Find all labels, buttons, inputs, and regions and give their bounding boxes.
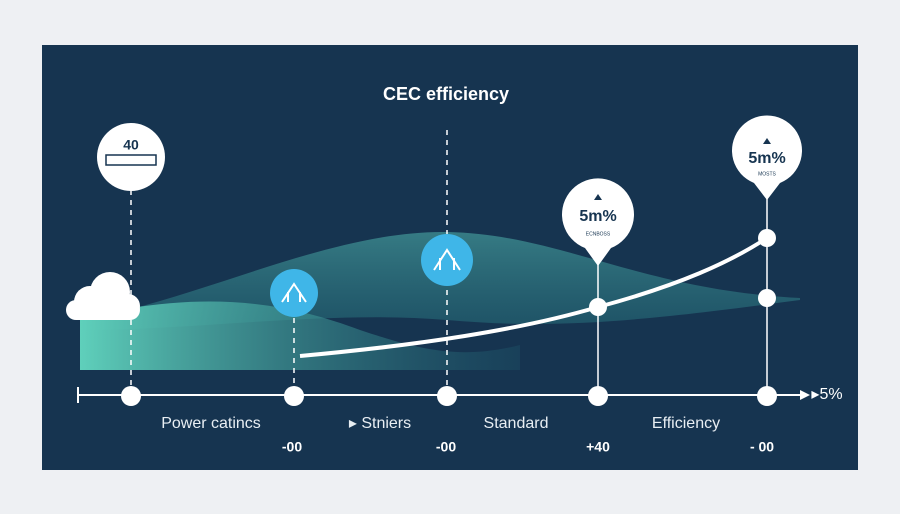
axis-label: Standard	[484, 415, 549, 432]
pin-icon	[763, 138, 771, 144]
icon	[281, 282, 307, 303]
title: CEC efficiency	[383, 84, 509, 104]
axis-label: Efficiency	[652, 415, 720, 432]
pin-icon	[594, 194, 602, 200]
axis-labels: Power catincs ▸ Stniers Standard Efficie…	[161, 415, 720, 432]
pin	[97, 123, 165, 191]
pin	[562, 178, 634, 266]
axis-label: ▸ Stniers	[349, 415, 411, 432]
fill-area	[80, 301, 520, 370]
icon-badge	[270, 269, 318, 317]
icon-badge	[421, 234, 473, 286]
pin-sublabel: MOSTS	[758, 171, 776, 177]
axis-label: Power catincs	[161, 415, 261, 432]
axis-value: -00	[436, 439, 456, 455]
axis-arrow	[800, 390, 810, 400]
pin-label: 5m%	[579, 208, 616, 225]
cloud	[66, 272, 140, 320]
axis-dots	[121, 229, 777, 406]
axis-value: -00	[282, 439, 302, 455]
axis-value: - 00	[750, 439, 774, 455]
trend-line	[299, 236, 769, 358]
axis-value: +40	[586, 439, 610, 455]
pin-label: 5m%	[748, 150, 785, 167]
icon	[433, 248, 461, 271]
pin	[732, 115, 803, 200]
axis-values: -00 -00 +40 - 00	[282, 439, 774, 455]
pin-label: 40	[123, 137, 139, 153]
pin-icon	[105, 154, 157, 166]
axis-end-label: ▸5%	[811, 386, 842, 403]
pin-sublabel: ECNBOSS	[586, 231, 611, 237]
